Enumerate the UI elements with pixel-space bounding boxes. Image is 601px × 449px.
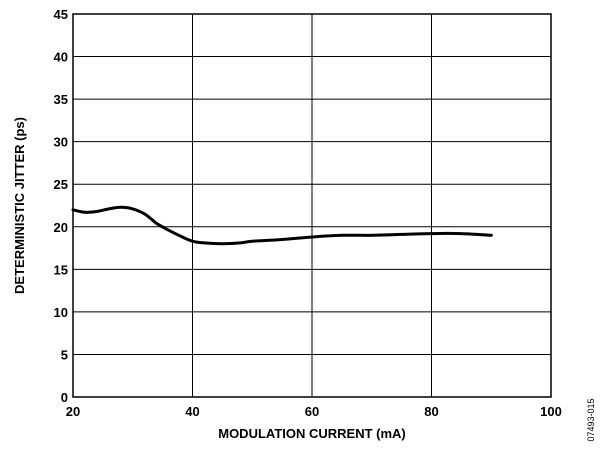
x-tick-label: 80 — [424, 404, 438, 419]
figure-id: 07493-015 — [586, 398, 596, 441]
x-tick-label: 20 — [66, 404, 80, 419]
x-axis-title: MODULATION CURRENT (mA) — [218, 426, 406, 441]
y-tick-label: 45 — [54, 7, 68, 22]
y-tick-label: 0 — [61, 390, 68, 405]
grid — [73, 14, 551, 397]
y-tick-label: 5 — [61, 347, 68, 362]
plot-frame — [72, 13, 552, 398]
y-axis-title: DETERMINISTIC JITTER (ps) — [12, 117, 27, 294]
y-tick-label: 40 — [54, 50, 68, 65]
y-tick-label: 10 — [54, 305, 68, 320]
y-tick-label: 30 — [54, 135, 68, 150]
y-tick-label: 25 — [54, 177, 68, 192]
y-tick-label: 20 — [54, 220, 68, 235]
x-tick-label: 40 — [185, 404, 199, 419]
y-tick-labels: 0 5 10 15 20 25 30 35 40 45 — [54, 7, 68, 405]
y-tick-label: 15 — [54, 262, 68, 277]
x-tick-label: 60 — [305, 404, 319, 419]
series-line — [71, 205, 493, 246]
y-tick-label: 35 — [54, 92, 68, 107]
x-tick-label: 100 — [540, 404, 562, 419]
x-tick-labels: 20 40 60 80 100 — [66, 404, 562, 419]
